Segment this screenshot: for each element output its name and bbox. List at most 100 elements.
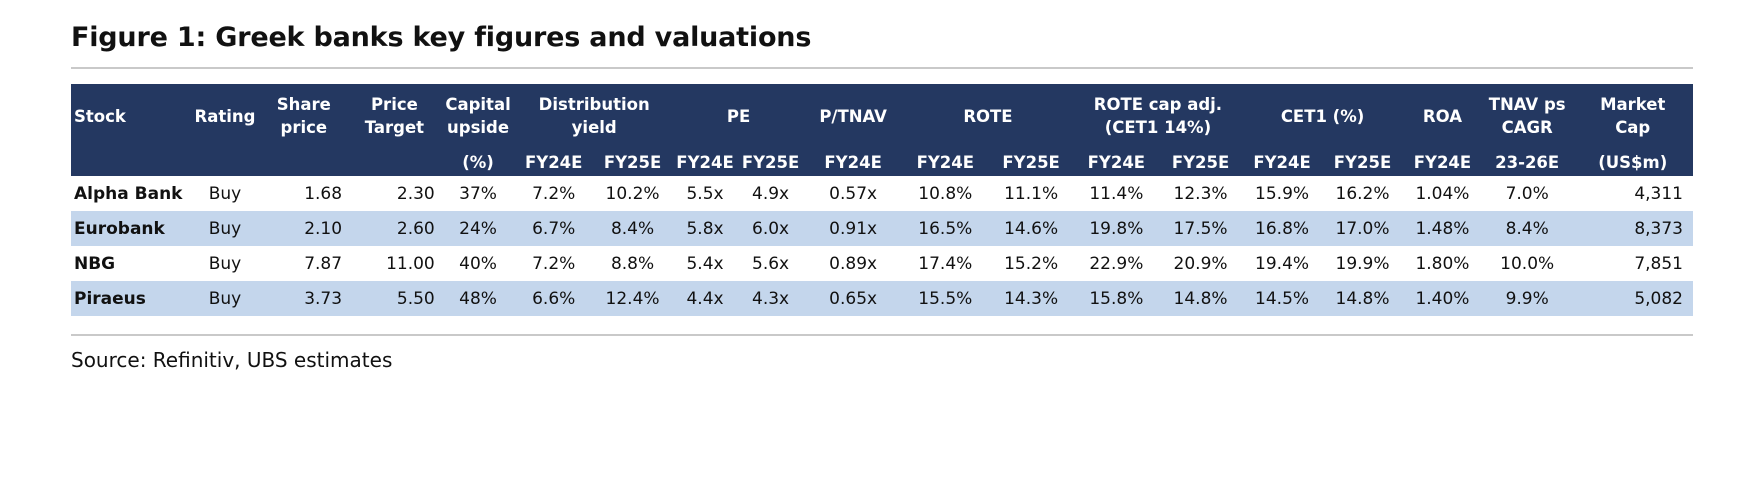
cell-market-cap: 5,082 [1572,281,1693,316]
top-rule [71,67,1693,69]
subheader-rote-adj-fy25: FY25E [1158,148,1243,176]
cell-rote-adj-fy25: 14.8% [1158,281,1243,316]
cell-yield-fy25: 12.4% [592,281,674,316]
cell-market-cap: 4,311 [1634,183,1683,204]
cell-pe-fy25: 5.6x [752,253,790,274]
cell-pe-fy25: 4.9x [752,183,790,204]
cell-roa-fy24: 1.40% [1403,281,1482,316]
cell-stock: Alpha Bank [74,183,183,204]
cell-rating: Buy [190,211,260,246]
cell-cet1-fy25: 16.2% [1335,183,1390,204]
cell-rote-adj-fy25: 12.3% [1173,183,1228,204]
cell-yield-fy25: 8.8% [610,253,655,274]
cell-pe-fy24: 5.5x [686,183,724,204]
header-row-labels: Stock Rating Share price Price Target Capi… [71,84,1693,148]
col-header-roa: ROA [1403,84,1482,148]
subheader-rote-fy25: FY25E [988,148,1074,176]
cell-roa-fy24: 1.80% [1415,253,1470,274]
cell-yield-fy24: 6.7% [515,211,593,246]
cell-rating: Buy [190,281,260,316]
cell-roa-fy24: 1.04% [1415,183,1470,204]
key-figures-table: Stock Rating Share price Price Target Capi… [71,84,1693,316]
cell-rote-fy25: 15.2% [1004,253,1059,274]
cell-ptnav-fy24: 0.91x [804,211,903,246]
cell-yield-fy24: 7.2% [532,183,576,204]
cell-pe-fy25: 4.3x [737,281,805,316]
cell-ptnav-fy24: 0.57x [829,183,878,204]
cell-capital-upside: 48% [440,281,516,316]
cell-yield-fy24: 6.6% [515,281,593,316]
col-header-share-price: Share price [259,84,349,148]
cell-rating: Buy [208,253,242,274]
cell-capital-upside: 37% [459,183,497,204]
col-header-distribution-yield: Distribution yield [515,84,674,148]
cell-pe-fy24: 5.8x [673,211,737,246]
cell-price-target: 2.30 [396,183,435,204]
col-header-capital-upside: Capital upside [440,84,516,148]
cell-cet1-fy24: 16.8% [1242,211,1323,246]
cell-cet1-fy25: 17.0% [1322,211,1404,246]
cell-price-target: 2.60 [348,211,441,246]
cell-price-target: 11.00 [386,253,435,274]
cell-roa-fy24: 1.48% [1403,211,1482,246]
cell-rote-adj-fy25: 17.5% [1158,211,1243,246]
subheader-upside-unit: (%) [440,148,516,176]
cell-ptnav-fy24: 0.65x [804,281,903,316]
col-header-ptnav: P/TNAV [804,84,903,148]
cell-pe-fy25: 6.0x [737,211,805,246]
cell-yield-fy25: 8.4% [592,211,674,246]
cell-share-price: 1.68 [304,183,343,204]
subheader-cet1-fy24: FY24E [1242,148,1323,176]
subheader-pe-fy24: FY24E [673,148,737,176]
cell-capital-upside: 24% [440,211,516,246]
cell-cet1-fy24: 14.5% [1242,281,1323,316]
col-header-rote: ROTE [902,84,1074,148]
cell-pe-fy24: 5.4x [686,253,724,274]
subheader-cet1-fy25: FY25E [1322,148,1404,176]
col-header-stock: Stock [71,84,191,148]
subheader-cagr-period: 23-26E [1481,148,1573,176]
col-header-pe: PE [673,84,805,148]
col-header-rating: Rating [190,84,260,148]
subheader-rote-fy24: FY24E [902,148,989,176]
cell-cet1-fy24: 15.9% [1255,183,1310,204]
subheader-yield-fy24: FY24E [515,148,593,176]
cell-rote-fy24: 16.5% [902,211,989,246]
col-header-cet1: CET1 (%) [1242,84,1404,148]
cell-yield-fy25: 10.2% [605,183,660,204]
cell-market-cap: 8,373 [1572,211,1693,246]
col-header-rote-cap-adj: ROTE cap adj. (CET1 14%) [1073,84,1243,148]
subheader-blank [259,148,349,176]
cell-rote-adj-fy24: 15.8% [1073,281,1159,316]
subheader-rote-adj-fy24: FY24E [1073,148,1159,176]
subheader-blank [190,148,260,176]
subheader-market-cap-unit: (US$m) [1572,148,1693,176]
cell-tnav-cagr: 9.9% [1481,281,1573,316]
cell-rote-adj-fy24: 19.8% [1073,211,1159,246]
subheader-pe-fy25: FY25E [737,148,805,176]
subheader-blank [348,148,441,176]
cell-share-price: 7.87 [304,253,343,274]
cell-share-price: 3.73 [259,281,349,316]
subheader-roa-fy24: FY24E [1403,148,1482,176]
cell-cet1-fy24: 19.4% [1255,253,1310,274]
col-header-tnav-cagr: TNAV ps CAGR [1481,84,1573,148]
subheader-yield-fy25: FY25E [592,148,674,176]
cell-rote-adj-fy24: 22.9% [1089,253,1144,274]
cell-rote-adj-fy24: 11.4% [1089,183,1144,204]
header-row-periods: (%) FY24E FY25E FY24E FY25E FY24E FY24E … [71,148,1693,176]
table-row: NBG Buy 7.87 11.00 40% 7.2% 8.8% 5.4x 5.… [71,246,1693,281]
cell-tnav-cagr: 7.0% [1505,183,1549,204]
cell-share-price: 2.10 [259,211,349,246]
table-row: Alpha Bank Buy 1.68 2.30 37% 7.2% 10.2% … [71,176,1693,211]
cell-stock: Piraeus [71,281,191,316]
cell-tnav-cagr: 8.4% [1481,211,1573,246]
source-note: Source: Refinitiv, UBS estimates [71,348,393,372]
cell-rote-fy25: 14.3% [988,281,1074,316]
bottom-rule [71,334,1693,336]
table-row: Eurobank Buy 2.10 2.60 24% 6.7% 8.4% 5.8… [71,211,1693,246]
cell-price-target: 5.50 [348,281,441,316]
cell-rote-fy24: 10.8% [918,183,973,204]
cell-yield-fy24: 7.2% [532,253,576,274]
subheader-ptnav-fy24: FY24E [804,148,903,176]
